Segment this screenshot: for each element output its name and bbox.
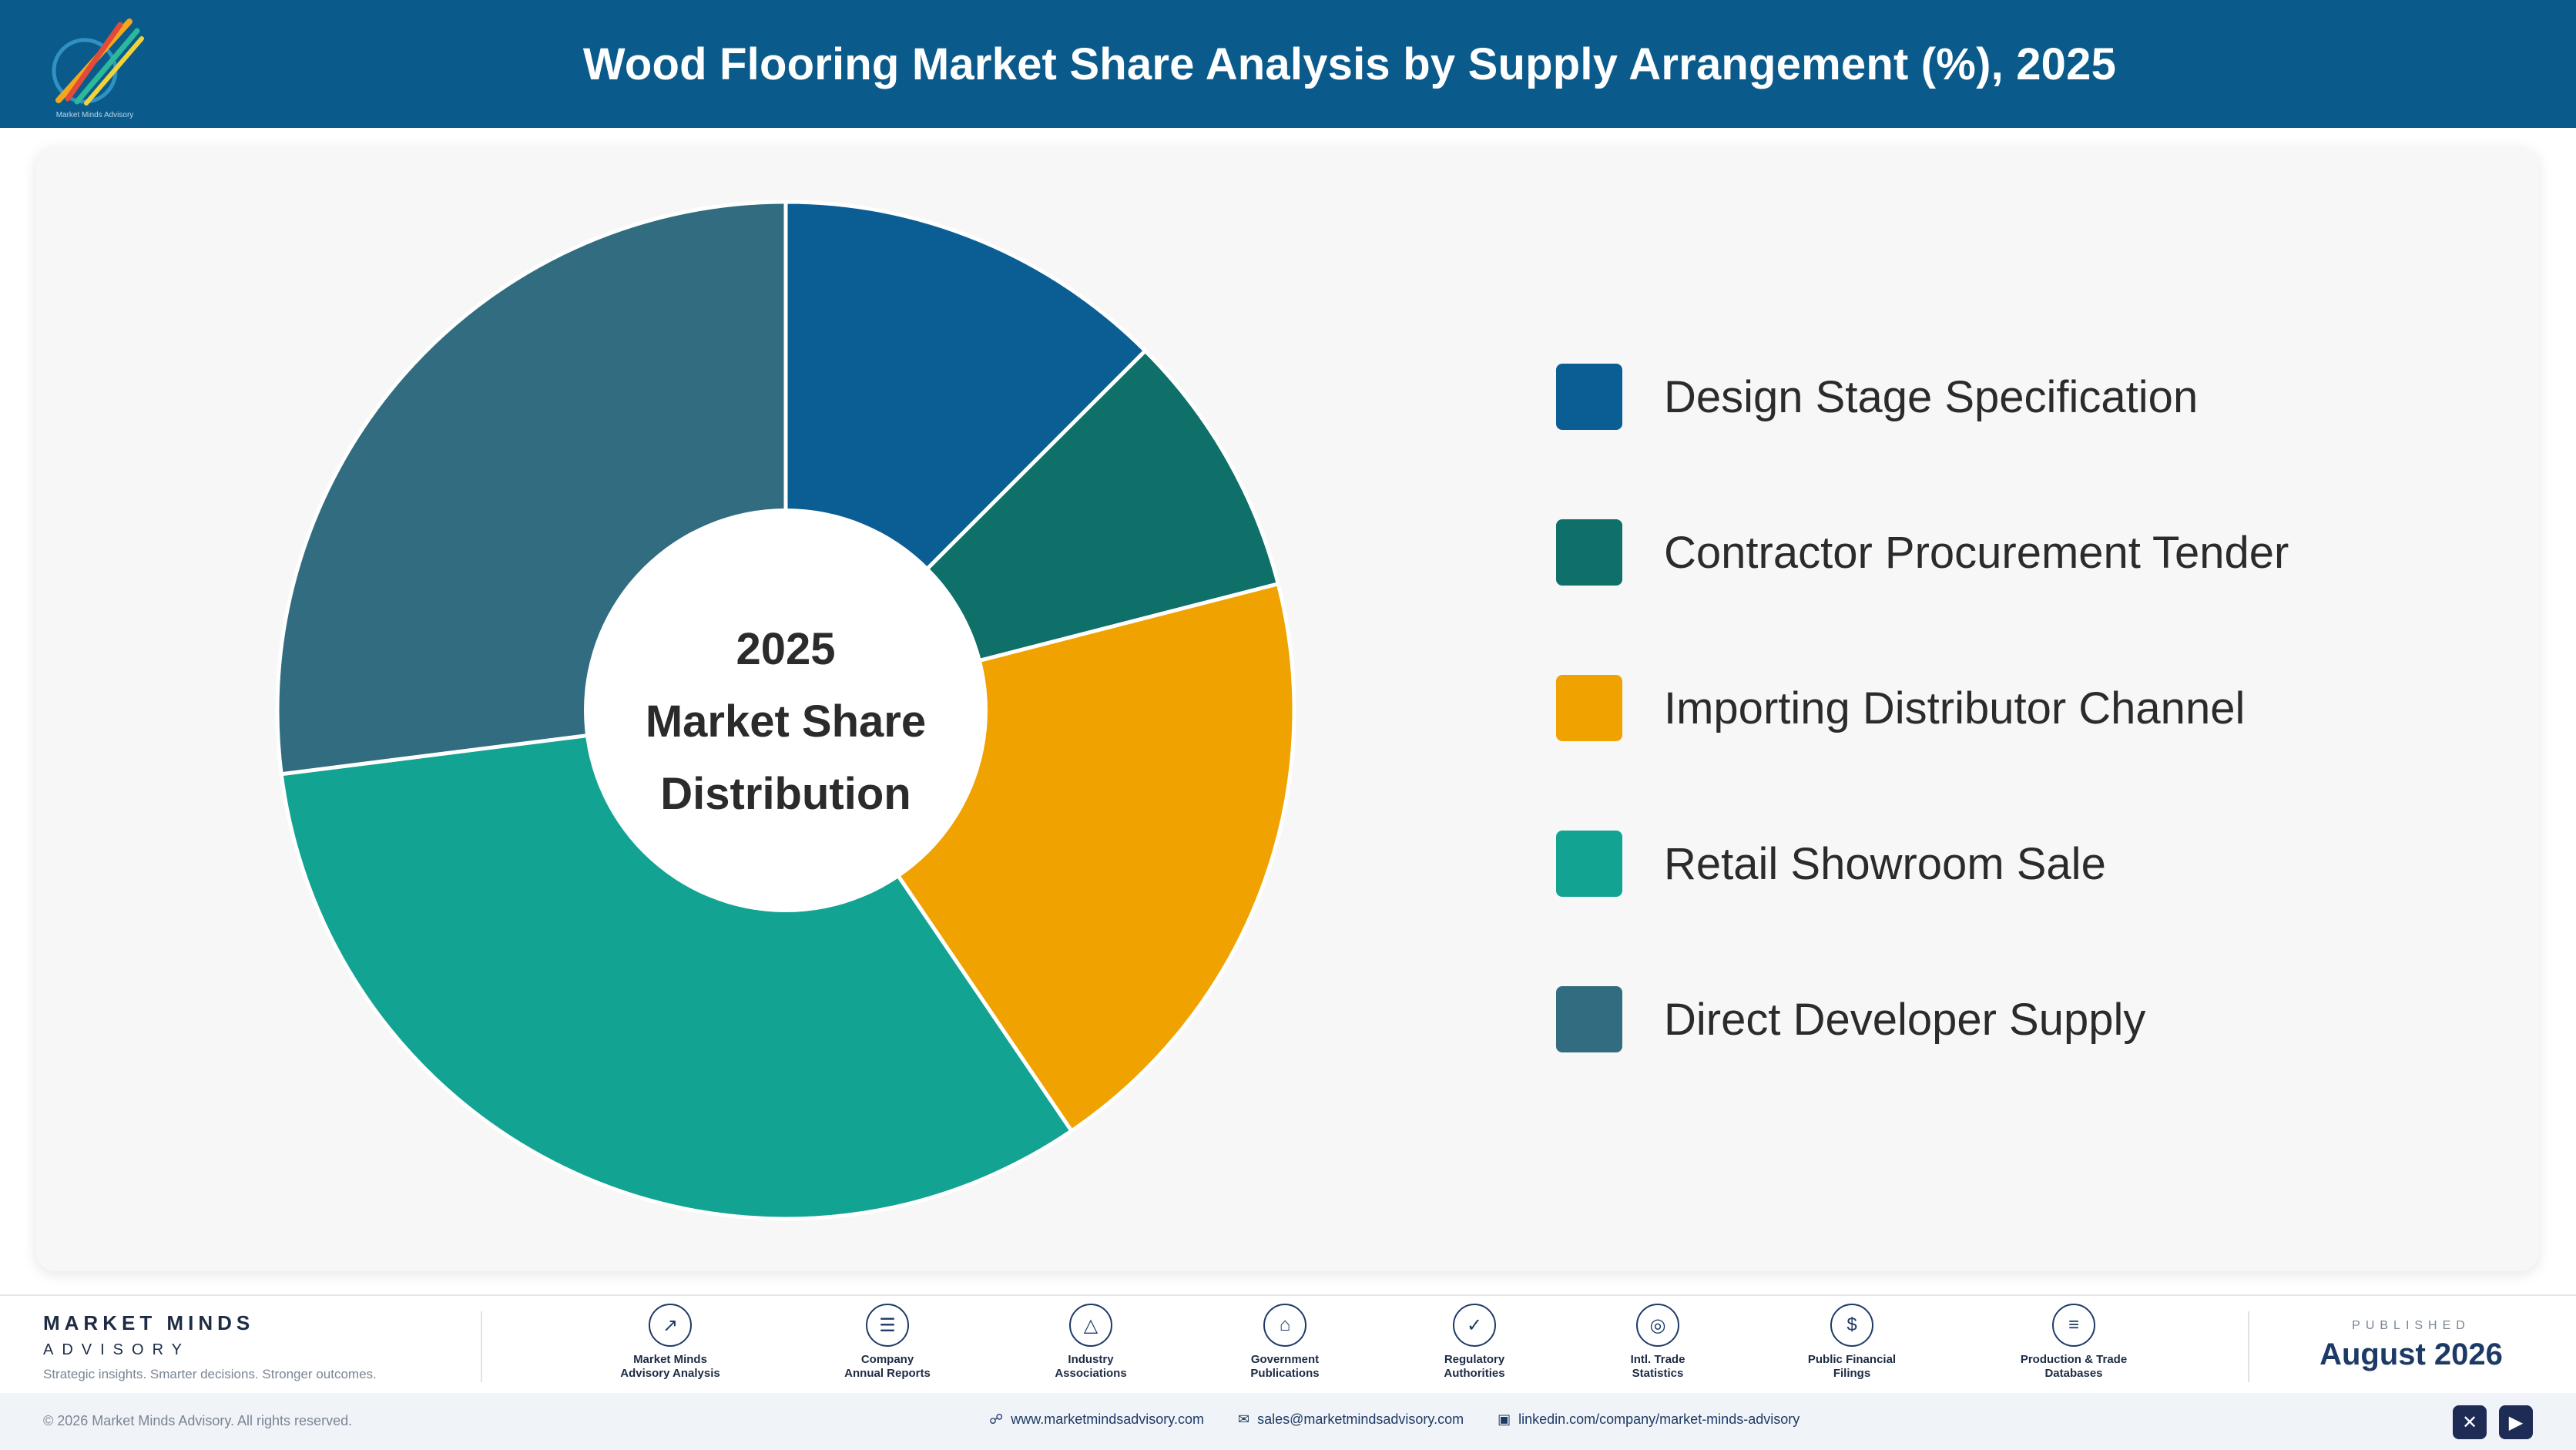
legend-item: Contractor Procurement Tender (1556, 518, 2403, 587)
shield-check-icon: ✓ (1453, 1304, 1496, 1347)
chart-line-icon: ↗ (649, 1304, 692, 1347)
source-label-line-2: Publications (1250, 1367, 1320, 1380)
source-item: ☰ Company Annual Reports (803, 1304, 972, 1381)
source-label-line-2: Authorities (1444, 1367, 1505, 1380)
website-text: www.marketmindsadvisory.com (1011, 1411, 1204, 1427)
header-bar: Market Minds Advisory Wood Flooring Mark… (0, 0, 2576, 128)
legend-item: Design Stage Specification (1556, 362, 2403, 431)
contact-links: ☍ www.marketmindsadvisory.com ✉ sales@mark… (989, 1411, 1800, 1428)
published-label: PUBLISHED (2352, 1319, 2470, 1332)
source-label-line-2: Databases (2044, 1367, 2103, 1380)
source-item: ◎ Intl. Trade Statistics (1573, 1304, 1742, 1381)
source-label: Intl. Trade Statistics (1573, 1353, 1742, 1381)
footer-bottom-bar: © 2026 Market Minds Advisory. All rights… (0, 1393, 2576, 1450)
source-label-line-2: Statistics (1632, 1367, 1684, 1380)
source-label: Production & Trade Databases (1989, 1353, 2158, 1381)
source-label-line-1: Regulatory (1444, 1353, 1505, 1366)
legend-label: Importing Distributor Channel (1664, 683, 2246, 733)
divider (481, 1311, 482, 1382)
linkedin-link[interactable]: ▣ linkedin.com/company/market-minds-advis… (1498, 1411, 1800, 1428)
source-label: Market Minds Advisory Analysis (585, 1353, 755, 1381)
source-label: Public Financial Filings (1767, 1353, 1937, 1381)
brand-tagline: Strategic insights. Smarter decisions. S… (43, 1367, 377, 1381)
copyright-text: © 2026 Market Minds Advisory. All rights… (43, 1413, 353, 1428)
coin-icon: $ (1830, 1304, 1873, 1347)
center-label-line-2: Market Share (646, 696, 926, 747)
mail-icon: ✉ (1237, 1411, 1250, 1427)
legend-label: Direct Developer Supply (1664, 994, 2146, 1045)
brand-sub: ADVISORY (43, 1341, 190, 1358)
legend-swatch (1556, 675, 1622, 741)
page-title: Wood Flooring Market Share Analysis by S… (582, 39, 2117, 89)
legend-swatch (1556, 519, 1622, 586)
donut-hole (584, 509, 988, 912)
source-item: ↗ Market Minds Advisory Analysis (585, 1304, 755, 1381)
footer-brand: MARKET MINDS ADVISORY Strategic insights… (43, 1311, 377, 1382)
pie-slice-retail-showroom-sale (279, 708, 1075, 1221)
social-icons: ✕ ▶ (2453, 1405, 2533, 1439)
source-label-line-2: Associations (1055, 1367, 1127, 1380)
source-label: Regulatory Authorities (1390, 1353, 1559, 1381)
published-date: August 2026 (2319, 1338, 2503, 1371)
source-label-line-2: Advisory Analysis (620, 1367, 720, 1380)
source-item: ≡ Production & Trade Databases (1989, 1304, 2158, 1381)
globe-icon: ☍ (989, 1411, 1004, 1427)
legend-swatch (1556, 986, 1622, 1052)
footer: MARKET MINDS ADVISORY Strategic insights… (0, 1294, 2576, 1450)
database-icon: ≡ (2052, 1304, 2095, 1347)
x-icon[interactable]: ✕ (2453, 1405, 2487, 1439)
legend-item: Retail Showroom Sale (1556, 829, 2403, 898)
website-link[interactable]: ☍ www.marketmindsadvisory.com (989, 1411, 1204, 1428)
globe-icon: ◎ (1636, 1304, 1679, 1347)
source-label-line-1: Public Financial (1807, 1353, 1897, 1366)
logo-text: Market Minds Advisory (56, 111, 134, 119)
linkedin-text: linkedin.com/company/market-minds-adviso… (1518, 1411, 1800, 1427)
source-label-line-1: Industry (1068, 1353, 1114, 1366)
legend-item: Direct Developer Supply (1556, 985, 2403, 1054)
document-icon: ☰ (866, 1304, 909, 1347)
donut-chart: 2025 Market Share Distribution (277, 202, 1294, 1221)
source-list: ↗ Market Minds Advisory Analysis ☰ Company An… (539, 1304, 2219, 1396)
building-icon: ⌂ (1263, 1304, 1306, 1347)
center-label-line-3: Distribution (660, 769, 911, 819)
source-label-line-1: Company (860, 1353, 914, 1366)
source-label: Industry Associations (1006, 1353, 1176, 1381)
legend-swatch (1556, 364, 1622, 430)
brand-name: MARKET MINDS (43, 1311, 255, 1334)
legend-label: Retail Showroom Sale (1664, 838, 2106, 889)
source-item: ✓ Regulatory Authorities (1390, 1304, 1559, 1381)
published-block: PUBLISHED August 2026 (2280, 1319, 2542, 1372)
legend-swatch (1556, 831, 1622, 897)
source-item: $ Public Financial Filings (1767, 1304, 1937, 1381)
source-label: Government Publications (1200, 1353, 1370, 1381)
email-text: sales@marketmindsadvisory.com (1257, 1411, 1464, 1427)
source-label-line-1: Market Minds (633, 1353, 707, 1366)
network-icon: △ (1069, 1304, 1112, 1347)
legend-label: Design Stage Specification (1664, 371, 2199, 422)
email-link[interactable]: ✉ sales@marketmindsadvisory.com (1238, 1411, 1464, 1428)
source-label-line-2: Annual Reports (844, 1367, 931, 1380)
source-label: Company Annual Reports (803, 1353, 972, 1381)
source-item: △ Industry Associations (1006, 1304, 1176, 1381)
source-label-line-1: Government (1250, 1353, 1320, 1366)
center-label-line-1: 2025 (736, 624, 835, 674)
legend-label: Contractor Procurement Tender (1664, 527, 2289, 578)
linkedin-icon: ▣ (1498, 1411, 1511, 1427)
source-label-line-1: Production & Trade (2020, 1353, 2128, 1366)
source-label-line-2: Filings (1833, 1367, 1871, 1380)
source-item: ⌂ Government Publications (1200, 1304, 1370, 1381)
legend-item: Importing Distributor Channel (1556, 673, 2403, 743)
source-label-line-1: Intl. Trade (1630, 1353, 1685, 1366)
divider (2248, 1311, 2249, 1382)
youtube-icon[interactable]: ▶ (2499, 1405, 2533, 1439)
logo-icon: Market Minds Advisory (52, 18, 144, 119)
